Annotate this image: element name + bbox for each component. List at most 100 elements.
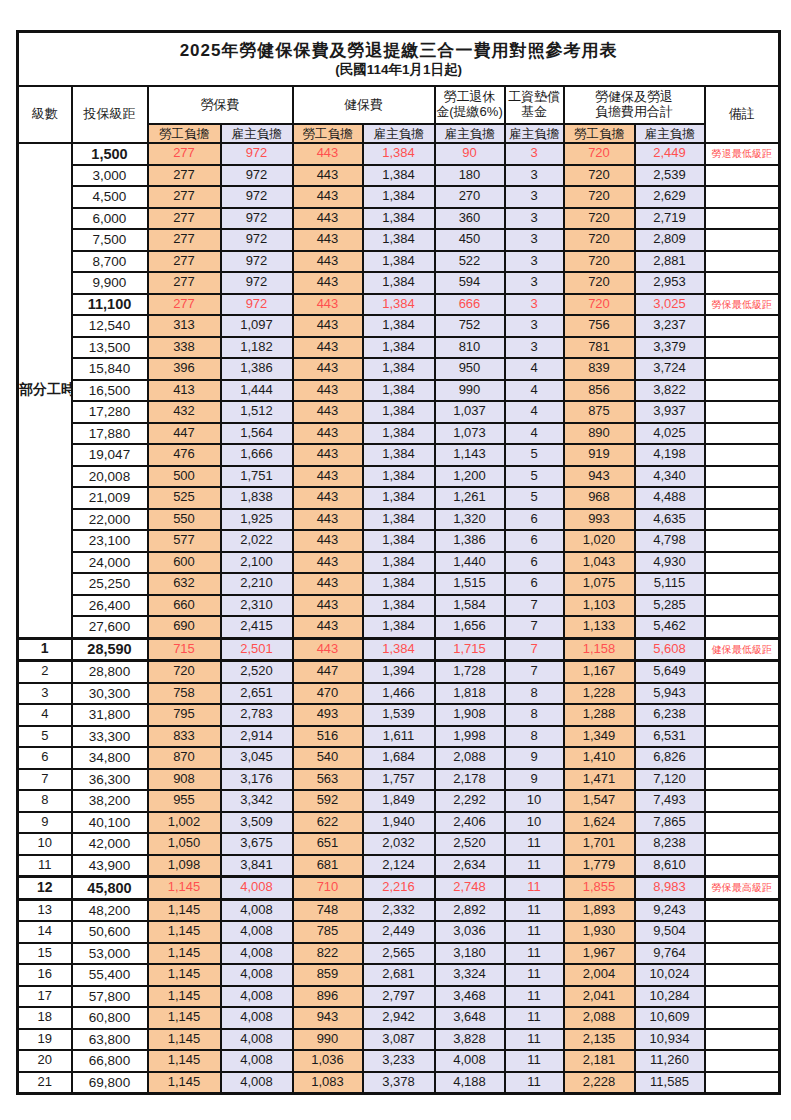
table-row: 634,8008703,0455401,6842,08891,4106,826 <box>18 747 780 769</box>
fee-cell: 3,237 <box>635 315 705 337</box>
table-row: 1655,4001,1454,0088592,6813,324112,00410… <box>18 964 780 986</box>
page-title: 2025年勞健保保費及勞退提繳三合一費用對照參考用表 <box>19 41 778 60</box>
table-row: 330,3007582,6514701,4661,81881,2285,943 <box>18 683 780 705</box>
fee-cell: 443 <box>293 272 363 294</box>
table-row: 3,0002779724431,38418037202,539 <box>18 165 780 187</box>
fee-cell: 2,022 <box>221 530 293 552</box>
fee-cell: 1,145 <box>148 1007 221 1029</box>
table-row: 1245,8001,1454,0087102,2162,748111,8558,… <box>18 877 780 900</box>
fee-cell: 859 <box>293 964 363 986</box>
fee-cell: 972 <box>221 272 293 294</box>
fee-cell: 972 <box>221 165 293 187</box>
column-header-health-insurance: 健保費 <box>293 86 435 124</box>
fee-cell: 1,818 <box>435 683 505 705</box>
column-header-note: 備註 <box>705 86 780 143</box>
table-row: 6,0002779724431,38436037202,719 <box>18 208 780 230</box>
table-row: 1143,9001,0983,8416812,1242,634111,7798,… <box>18 855 780 877</box>
fee-cell: 890 <box>564 423 635 445</box>
grade-cell: 9 <box>18 812 72 834</box>
fee-cell: 1,200 <box>435 466 505 488</box>
note-cell <box>705 921 780 943</box>
fee-cell: 1,083 <box>293 1072 363 1094</box>
bracket-cell: 16,500 <box>72 380 148 402</box>
fee-cell: 3,176 <box>221 769 293 791</box>
bracket-cell: 36,300 <box>72 769 148 791</box>
fee-cell: 622 <box>293 812 363 834</box>
fee-cell: 810 <box>435 337 505 359</box>
fee-cell: 9 <box>505 747 564 769</box>
note-cell <box>705 509 780 531</box>
fee-cell: 2,004 <box>564 964 635 986</box>
table-row: 9,9002779724431,38459437202,953 <box>18 272 780 294</box>
fee-cell: 1,145 <box>148 899 221 921</box>
fee-cell: 443 <box>293 315 363 337</box>
fee-cell: 1,925 <box>221 509 293 531</box>
fee-cell: 2,415 <box>221 616 293 638</box>
fee-cell: 968 <box>564 487 635 509</box>
fee-cell: 2,914 <box>221 726 293 748</box>
fee-cell: 1,466 <box>363 683 435 705</box>
column-header-bracket: 投保級距 <box>72 86 148 143</box>
fee-cell: 5 <box>505 487 564 509</box>
fee-cell: 5,649 <box>635 661 705 683</box>
bracket-cell: 6,000 <box>72 208 148 230</box>
grade-cell: 6 <box>18 747 72 769</box>
fee-cell: 1,002 <box>148 812 221 834</box>
table-row: 19,0474761,6664431,3841,14359194,198 <box>18 444 780 466</box>
grade-cell: 4 <box>18 704 72 726</box>
fee-cell: 443 <box>293 380 363 402</box>
fee-cell: 443 <box>293 444 363 466</box>
grade-cell: 3 <box>18 683 72 705</box>
fee-cell: 1,145 <box>148 986 221 1008</box>
fee-cell: 1,384 <box>363 573 435 595</box>
table-row: 1450,6001,1454,0087852,4493,036111,9309,… <box>18 921 780 943</box>
fee-cell: 3,937 <box>635 401 705 423</box>
bracket-cell: 28,590 <box>72 638 148 661</box>
fee-cell: 1,384 <box>363 509 435 531</box>
fee-cell: 4,008 <box>435 1050 505 1072</box>
fee-cell: 1,384 <box>363 552 435 574</box>
fee-cell: 443 <box>293 401 363 423</box>
table-row: 1963,8001,1454,0089903,0873,828112,13510… <box>18 1029 780 1051</box>
fee-cell: 5 <box>505 444 564 466</box>
fee-cell: 8 <box>505 726 564 748</box>
bracket-cell: 26,400 <box>72 595 148 617</box>
grade-cell: 17 <box>18 986 72 1008</box>
bracket-cell: 28,800 <box>72 661 148 683</box>
note-cell <box>705 683 780 705</box>
note-cell <box>705 251 780 273</box>
fee-cell: 3,324 <box>435 964 505 986</box>
fee-cell: 720 <box>564 143 635 165</box>
fee-cell: 720 <box>564 208 635 230</box>
fee-cell: 500 <box>148 466 221 488</box>
fee-cell: 8,238 <box>635 833 705 855</box>
fee-cell: 1,145 <box>148 943 221 965</box>
fee-cell: 277 <box>148 229 221 251</box>
fee-cell: 3,724 <box>635 358 705 380</box>
fee-cell: 277 <box>148 272 221 294</box>
bracket-cell: 25,250 <box>72 573 148 595</box>
table-row: 533,3008332,9145161,6111,99881,3496,531 <box>18 726 780 748</box>
fee-cell: 1,728 <box>435 661 505 683</box>
fee-reference-table: 2025年勞健保保費及勞退提繳三合一費用對照參考用表 (民國114年1月1日起)… <box>16 30 781 1095</box>
subheader-wage-fund-employer: 雇主負擔 <box>505 124 564 143</box>
fee-cell: 1,020 <box>564 530 635 552</box>
fee-cell: 443 <box>293 143 363 165</box>
fee-cell: 277 <box>148 251 221 273</box>
table-row: 24,0006002,1004431,3841,44061,0434,930 <box>18 552 780 574</box>
fee-cell: 4,008 <box>221 877 293 900</box>
fee-cell: 443 <box>293 487 363 509</box>
fee-cell: 681 <box>293 855 363 877</box>
title-row: 2025年勞健保保費及勞退提繳三合一費用對照參考用表 (民國114年1月1日起) <box>18 32 780 87</box>
fee-cell: 690 <box>148 616 221 638</box>
fee-cell: 9 <box>505 769 564 791</box>
fee-cell: 4 <box>505 423 564 445</box>
table-row: 17,8804471,5644431,3841,07348904,025 <box>18 423 780 445</box>
bracket-cell: 38,200 <box>72 790 148 812</box>
fee-cell: 1,386 <box>435 530 505 552</box>
grade-cell: 21 <box>18 1072 72 1094</box>
fee-cell: 1,384 <box>363 229 435 251</box>
fee-cell: 3 <box>505 208 564 230</box>
note-cell <box>705 1007 780 1029</box>
fee-cell: 443 <box>293 616 363 638</box>
